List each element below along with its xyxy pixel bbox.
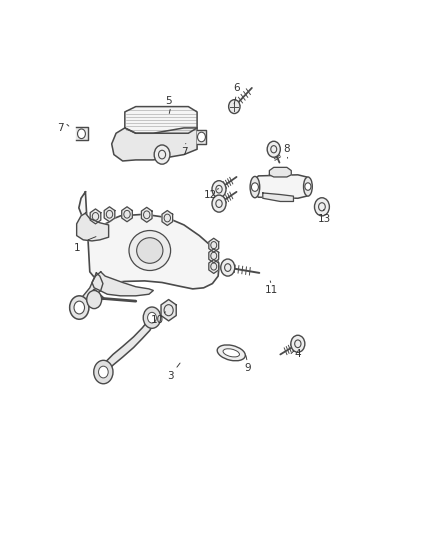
- Text: 7: 7: [57, 123, 64, 133]
- Ellipse shape: [250, 176, 260, 198]
- Polygon shape: [74, 273, 103, 310]
- Circle shape: [148, 312, 156, 323]
- Circle shape: [94, 360, 113, 384]
- Circle shape: [314, 198, 329, 216]
- Polygon shape: [162, 211, 173, 225]
- Polygon shape: [90, 209, 101, 224]
- Text: 6: 6: [233, 83, 240, 93]
- Polygon shape: [125, 107, 197, 133]
- Circle shape: [87, 290, 102, 309]
- Text: 3: 3: [167, 371, 174, 381]
- Ellipse shape: [137, 238, 163, 263]
- Polygon shape: [269, 167, 291, 177]
- Text: 12: 12: [204, 190, 217, 199]
- Polygon shape: [79, 192, 219, 289]
- Circle shape: [74, 301, 85, 314]
- Polygon shape: [209, 260, 219, 273]
- Polygon shape: [197, 130, 206, 144]
- Text: 11: 11: [265, 286, 278, 295]
- Text: 7: 7: [180, 147, 187, 157]
- Text: 9: 9: [244, 363, 251, 373]
- Polygon shape: [112, 128, 197, 161]
- Polygon shape: [102, 316, 153, 373]
- Polygon shape: [209, 249, 219, 263]
- Polygon shape: [141, 207, 152, 222]
- Circle shape: [305, 183, 311, 190]
- Circle shape: [154, 145, 170, 164]
- Circle shape: [78, 129, 85, 139]
- Circle shape: [251, 183, 258, 191]
- Text: 8: 8: [283, 144, 290, 154]
- Ellipse shape: [304, 177, 312, 196]
- Text: 5: 5: [165, 96, 172, 106]
- Circle shape: [70, 296, 89, 319]
- Ellipse shape: [129, 230, 171, 271]
- Polygon shape: [77, 213, 109, 241]
- Circle shape: [212, 181, 226, 198]
- Text: 4: 4: [294, 350, 301, 359]
- Polygon shape: [76, 127, 88, 140]
- Circle shape: [198, 132, 205, 142]
- Polygon shape: [92, 272, 153, 296]
- Polygon shape: [252, 175, 311, 198]
- Polygon shape: [263, 193, 293, 201]
- Polygon shape: [209, 238, 219, 252]
- Circle shape: [143, 307, 161, 328]
- Polygon shape: [161, 300, 176, 321]
- Circle shape: [229, 100, 240, 114]
- Circle shape: [99, 366, 108, 378]
- Text: 1: 1: [73, 243, 80, 253]
- Circle shape: [212, 195, 226, 212]
- Text: 10: 10: [151, 315, 164, 325]
- Circle shape: [267, 141, 280, 157]
- Text: 13: 13: [318, 214, 331, 223]
- Polygon shape: [104, 207, 115, 222]
- Ellipse shape: [223, 349, 240, 357]
- Circle shape: [291, 335, 305, 352]
- Ellipse shape: [217, 345, 245, 361]
- Polygon shape: [122, 207, 132, 222]
- Circle shape: [221, 259, 235, 276]
